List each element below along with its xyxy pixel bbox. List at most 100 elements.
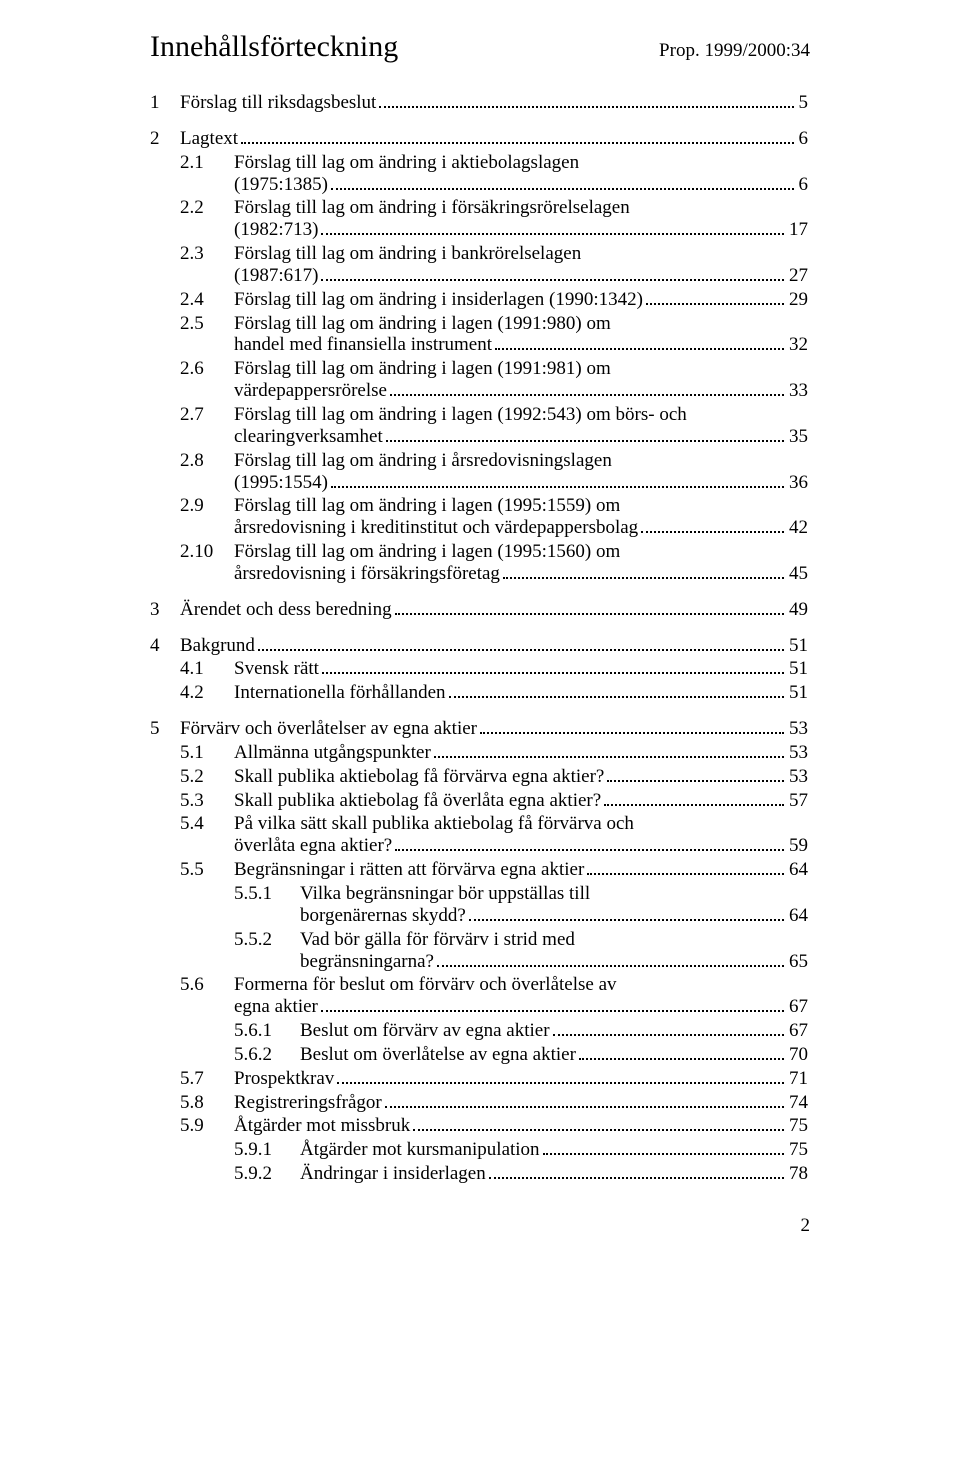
toc-entry: 5.8Registreringsfrågor74: [150, 1092, 810, 1114]
toc-entry-text: clearingverksamhet: [234, 426, 383, 448]
toc-entry-text: Förslag till lag om ändring i bankrörels…: [234, 243, 808, 265]
toc-entry-text: egna aktier: [234, 996, 318, 1018]
dot-leader: [607, 780, 784, 782]
toc-entry-text: Förslag till riksdagsbeslut: [180, 92, 376, 114]
toc-entry-text: Åtgärder mot kursmanipulation: [300, 1139, 540, 1161]
toc-entry-page: 49: [787, 599, 808, 621]
toc-leader-line: Allmänna utgångspunkter53: [234, 742, 808, 764]
toc-entry-body: Internationella förhållanden51: [234, 682, 808, 704]
toc-entry-text: Förslag till lag om ändring i lagen (199…: [234, 404, 808, 426]
dot-leader: [413, 1129, 784, 1131]
toc-entry-text: värdepappersrörelse: [234, 380, 387, 402]
toc-entry: 4.2Internationella förhållanden51: [150, 682, 810, 704]
toc-entry-text: Beslut om förvärv av egna aktier: [300, 1020, 550, 1042]
toc-entry: 5.7Prospektkrav71: [150, 1068, 810, 1090]
dot-leader: [321, 233, 784, 235]
toc-entry-text: (1995:1554): [234, 472, 328, 494]
dot-leader: [321, 1010, 784, 1012]
toc-entry-page: 59: [787, 835, 808, 857]
toc-entry: 1Förslag till riksdagsbeslut5: [150, 92, 810, 114]
toc-entry: 2.8Förslag till lag om ändring i årsredo…: [150, 450, 810, 494]
toc-entry: 2.2Förslag till lag om ändring i försäkr…: [150, 197, 810, 241]
toc-entry-body: Förslag till lag om ändring i lagen (199…: [234, 358, 808, 402]
toc-entry-text: Förslag till lag om ändring i lagen (199…: [234, 358, 808, 380]
toc-entry-body: Prospektkrav71: [234, 1068, 808, 1090]
toc-entry-page: 57: [787, 790, 808, 812]
toc-entry-text: Allmänna utgångspunkter: [234, 742, 431, 764]
toc-entry-text: På vilka sätt skall publika aktiebolag f…: [234, 813, 808, 835]
toc-entry: 4.1Svensk rätt51: [150, 658, 810, 680]
toc-entry-text: (1975:1385): [234, 174, 328, 196]
toc-entry-number: 5.6.2: [234, 1044, 300, 1066]
toc-entry-text: Förslag till lag om ändring i lagen (199…: [234, 313, 808, 335]
toc-entry: 2.9Förslag till lag om ändring i lagen (…: [150, 495, 810, 539]
toc-entry: 2.5Förslag till lag om ändring i lagen (…: [150, 313, 810, 357]
toc-entry: 2.10Förslag till lag om ändring i lagen …: [150, 541, 810, 585]
toc-entry-page: 67: [787, 1020, 808, 1042]
toc-entry-body: Åtgärder mot kursmanipulation75: [300, 1139, 808, 1161]
toc-entry-body: Beslut om förvärv av egna aktier 67: [300, 1020, 808, 1042]
toc-entry-text: Svensk rätt: [234, 658, 319, 680]
toc-entry-body: På vilka sätt skall publika aktiebolag f…: [234, 813, 808, 857]
toc-entry-text: Ärendet och dess beredning: [180, 599, 392, 621]
toc-entry: 5.5.2Vad bör gälla för förvärv i strid m…: [150, 929, 810, 973]
toc-entry-text: Skall publika aktiebolag få överlåta egn…: [234, 790, 601, 812]
toc-entry: 2Lagtext6: [150, 128, 810, 150]
toc-entry-text: Förslag till lag om ändring i aktiebolag…: [234, 152, 808, 174]
toc-leader-line: borgenärernas skydd?64: [300, 905, 808, 927]
dot-leader: [395, 613, 784, 615]
toc-entry: 5.5Begränsningar i rätten att förvärva e…: [150, 859, 810, 881]
toc-entry-number: 2.3: [180, 243, 234, 265]
toc-entry-body: Förvärv och överlåtelser av egna aktier5…: [180, 718, 808, 740]
dot-leader: [553, 1034, 784, 1036]
toc-entry: 2.4Förslag till lag om ändring i insider…: [150, 289, 810, 311]
toc-entry-body: Vilka begränsningar bör uppställas tillb…: [300, 883, 808, 927]
toc-leader-line: Förslag till riksdagsbeslut5: [180, 92, 808, 114]
toc-entry-page: 51: [787, 682, 808, 704]
toc-entry-number: 2.5: [180, 313, 234, 335]
dot-leader: [321, 279, 784, 281]
toc-leader-line: clearingverksamhet35: [234, 426, 808, 448]
toc-entry-page: 6: [797, 174, 809, 196]
dot-leader: [322, 672, 784, 674]
toc-entry-number: 5.9: [180, 1115, 234, 1137]
table-of-contents: 1Förslag till riksdagsbeslut5 2Lagtext6 2.…: [150, 92, 810, 1185]
toc-leader-line: Åtgärder mot kursmanipulation75: [300, 1139, 808, 1161]
dot-leader: [449, 696, 784, 698]
toc-entry-body: Förslag till lag om ändring i försäkring…: [234, 197, 808, 241]
toc-leader-line: (1995:1554)36: [234, 472, 808, 494]
toc-entry-body: Förslag till lag om ändring i aktiebolag…: [234, 152, 808, 196]
toc-entry-page: 27: [787, 265, 808, 287]
toc-entry: 5.2Skall publika aktiebolag få förvärva …: [150, 766, 810, 788]
toc-leader-line: handel med finansiella instrument32: [234, 334, 808, 356]
toc-entry-text: begränsningarna?: [300, 951, 434, 973]
toc-entry-text: Beslut om överlåtelse av egna aktier: [300, 1044, 576, 1066]
toc-entry-page: 53: [787, 766, 808, 788]
toc-entry: 5Förvärv och överlåtelser av egna aktier…: [150, 718, 810, 740]
toc-entry: 5.6.2Beslut om överlåtelse av egna aktie…: [150, 1044, 810, 1066]
toc-entry-body: Förslag till lag om ändring i insiderlag…: [234, 289, 808, 311]
toc-entry-body: Förslag till lag om ändring i bankrörels…: [234, 243, 808, 287]
toc-entry-text: Ändringar i insiderlagen: [300, 1163, 486, 1185]
toc-entry-page: 45: [787, 563, 808, 585]
toc-entry-page: 64: [787, 859, 808, 881]
toc-entry-page: 33: [787, 380, 808, 402]
toc-entry-body: Registreringsfrågor74: [234, 1092, 808, 1114]
toc-leader-line: Förslag till lag om ändring i insiderlag…: [234, 289, 808, 311]
toc-entry-text: (1982:713): [234, 219, 318, 241]
toc-entry-number: 5.6.1: [234, 1020, 300, 1042]
toc-entry-number: 2: [150, 128, 180, 150]
dot-leader: [331, 486, 784, 488]
toc-entry-body: Ärendet och dess beredning 49: [180, 599, 808, 621]
toc-entry-body: Förslag till lag om ändring i lagen (199…: [234, 313, 808, 357]
toc-entry-number: 2.10: [180, 541, 234, 563]
toc-entry-text: Begränsningar i rätten att förvärva egna…: [234, 859, 584, 881]
toc-entry: 5.3Skall publika aktiebolag få överlåta …: [150, 790, 810, 812]
toc-entry-number: 5.8: [180, 1092, 234, 1114]
toc-entry-number: 5.5.2: [234, 929, 300, 951]
toc-entry-page: 17: [787, 219, 808, 241]
toc-entry-page: 78: [787, 1163, 808, 1185]
toc-entry: 5.9.1Åtgärder mot kursmanipulation75: [150, 1139, 810, 1161]
toc-entry-text: Förslag till lag om ändring i lagen (199…: [234, 495, 808, 517]
toc-entry: 5.6.1Beslut om förvärv av egna aktier 67: [150, 1020, 810, 1042]
